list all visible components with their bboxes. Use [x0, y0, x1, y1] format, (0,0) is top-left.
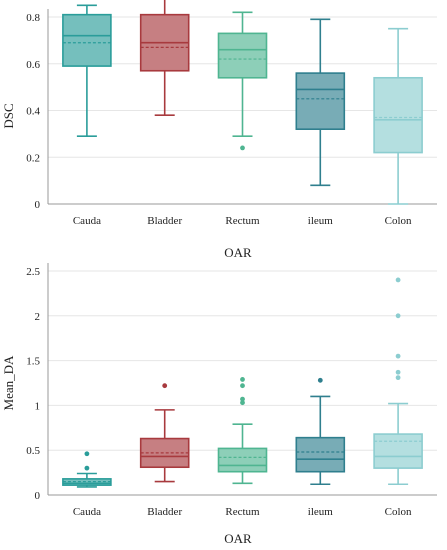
outlier-point	[395, 277, 401, 283]
box-iqr	[373, 76, 423, 154]
dsc-category-label: Cauda	[73, 215, 101, 227]
mean-da-y-tick-label: 2	[35, 311, 41, 323]
box-iqr	[217, 32, 268, 79]
mean-da-y-tick-label: 2.5	[26, 266, 40, 278]
dsc-y-tick-label: 0.8	[26, 12, 40, 24]
outlier-point	[240, 383, 245, 389]
box-iqr	[295, 72, 346, 130]
mean-da-y-tick-label: 1.5	[26, 356, 40, 368]
dsc-box-ileum	[295, 18, 346, 187]
mean-da-y-axis-label: Mean_DA	[1, 355, 16, 410]
dsc-category-label: Rectum	[225, 215, 260, 227]
dsc-y-tick-label: 0	[35, 199, 41, 211]
mean-da-box-rectum	[217, 377, 268, 485]
box-iqr	[217, 447, 268, 473]
mean-da-y-tick-label: 0	[35, 490, 41, 502]
mean-da-category-label: Rectum	[225, 506, 260, 518]
outlier-point	[240, 400, 245, 406]
dsc-box-cauda	[62, 4, 112, 138]
dsc-y-tick-label: 0.4	[26, 106, 40, 118]
dsc-box-colon	[373, 27, 423, 205]
outlier-point	[162, 383, 168, 389]
mean-da-plot-area: 0 0.5 1 1.5 2 2.5 Cauda Bladder Rectum ileum Colon	[26, 263, 437, 518]
dsc-y-axis-label: DSC	[1, 103, 16, 128]
outlier-point	[395, 375, 401, 381]
outlier-point	[395, 313, 401, 319]
mean-da-box-colon	[373, 277, 423, 486]
mean-da-x-axis-label: OAR	[224, 531, 252, 546]
dsc-category-label: Bladder	[147, 215, 182, 227]
mean-da-category-label: ileum	[308, 506, 333, 518]
dsc-boxplot-panel: 0 0.2 0.4 0.6 0.8 Cauda Bladder Rectum ileum Colo…	[1, 0, 437, 260]
box-iqr	[373, 433, 423, 469]
dsc-category-label: ileum	[308, 215, 333, 227]
dsc-y-tick-label: 0.2	[26, 152, 40, 164]
mean-da-box-bladder	[139, 383, 190, 483]
mean-da-box-ileum	[295, 377, 346, 486]
outlier-point	[240, 145, 245, 151]
outlier-point	[317, 377, 323, 383]
dsc-box-bladder	[139, 0, 190, 116]
outlier-point	[395, 369, 401, 375]
mean-da-box-cauda	[62, 451, 112, 488]
outlier-point	[395, 353, 401, 359]
mean-da-y-tick-label: 0.5	[26, 445, 40, 457]
mean-da-boxplot-panel: 0 0.5 1 1.5 2 2.5 Cauda Bladder Rectum ileum Colon…	[1, 263, 437, 546]
dsc-y-tick-label: 0.6	[26, 59, 40, 71]
dsc-plot-area: 0 0.2 0.4 0.6 0.8 Cauda Bladder Rectum ileum Colo…	[26, 0, 437, 227]
outlier-point	[84, 451, 90, 457]
dsc-category-label: Colon	[385, 215, 412, 227]
outlier-point	[240, 396, 245, 402]
mean-da-category-label: Cauda	[73, 506, 101, 518]
outlier-point	[84, 465, 90, 471]
mean-da-category-label: Colon	[385, 506, 412, 518]
mean-da-category-label: Bladder	[147, 506, 182, 518]
box-iqr	[62, 13, 112, 67]
mean-da-y-tick-label: 1	[35, 400, 41, 412]
dsc-x-axis-label: OAR	[224, 245, 252, 260]
box-iqr	[295, 436, 346, 473]
dsc-box-rectum	[217, 11, 268, 151]
outlier-point	[240, 377, 245, 382]
